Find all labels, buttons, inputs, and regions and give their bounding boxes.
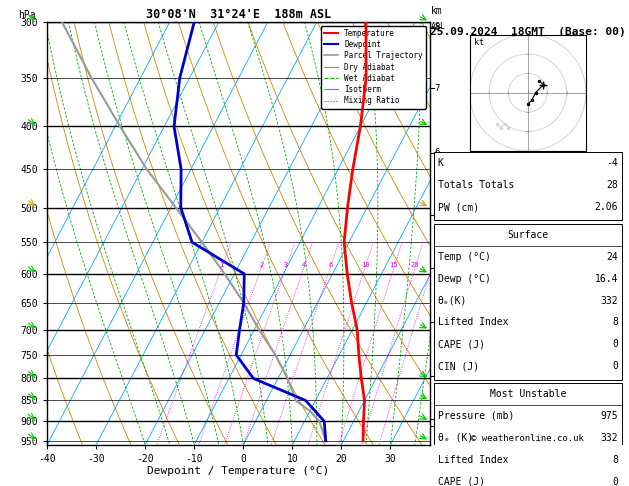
Text: 3: 3 [435, 317, 440, 327]
Text: 8: 8 [435, 23, 440, 33]
Text: 1: 1 [435, 415, 440, 424]
Text: K: K [438, 158, 443, 168]
Text: 975: 975 [601, 411, 618, 421]
Text: 332: 332 [601, 433, 618, 443]
Legend: Temperature, Dewpoint, Parcel Trajectory, Dry Adiabat, Wet Adiabat, Isotherm, Mi: Temperature, Dewpoint, Parcel Trajectory… [321, 26, 426, 108]
Text: Lifted Index: Lifted Index [438, 455, 508, 465]
Text: Lifted Index: Lifted Index [438, 317, 508, 328]
Text: CAPE (J): CAPE (J) [438, 340, 484, 349]
Text: 0: 0 [612, 340, 618, 349]
Text: Totals Totals: Totals Totals [438, 180, 514, 190]
Text: 7: 7 [435, 84, 440, 93]
Text: 5: 5 [435, 210, 440, 219]
Text: 0: 0 [612, 362, 618, 371]
Text: 4: 4 [302, 262, 306, 268]
Text: 332: 332 [601, 295, 618, 306]
Text: hPa: hPa [18, 10, 36, 20]
Text: PW (cm): PW (cm) [438, 202, 479, 212]
Bar [433, 383, 622, 486]
Text: Pressure (mb): Pressure (mb) [438, 411, 514, 421]
Text: Temp (°C): Temp (°C) [438, 252, 491, 261]
Text: 15: 15 [389, 262, 398, 268]
Bar [433, 152, 622, 220]
Text: 6: 6 [435, 148, 440, 157]
Text: ASL: ASL [430, 22, 445, 31]
Text: Surface: Surface [507, 229, 548, 240]
Text: 28: 28 [606, 180, 618, 190]
X-axis label: Dewpoint / Temperature (°C): Dewpoint / Temperature (°C) [147, 467, 330, 476]
Text: Most Unstable: Most Unstable [489, 389, 566, 399]
Text: θₑ(K): θₑ(K) [438, 295, 467, 306]
Text: 8: 8 [612, 317, 618, 328]
Text: 2.06: 2.06 [594, 202, 618, 212]
Text: 2: 2 [259, 262, 264, 268]
Text: km: km [430, 5, 442, 16]
Text: 24: 24 [606, 252, 618, 261]
Text: CAPE (J): CAPE (J) [438, 477, 484, 486]
Text: 16.4: 16.4 [594, 274, 618, 283]
Text: © weatheronline.co.uk: © weatheronline.co.uk [471, 434, 584, 443]
Bar [433, 224, 622, 380]
Text: -4: -4 [606, 158, 618, 168]
Text: 0: 0 [612, 477, 618, 486]
Text: Mixing Ratio (g/kg): Mixing Ratio (g/kg) [468, 252, 477, 354]
Text: CIN (J): CIN (J) [438, 362, 479, 371]
Text: Dewp (°C): Dewp (°C) [438, 274, 491, 283]
Text: 2: 2 [435, 372, 440, 381]
Text: 1: 1 [220, 262, 224, 268]
Text: 10: 10 [361, 262, 369, 268]
Text: 25.09.2024  18GMT  (Base: 00): 25.09.2024 18GMT (Base: 00) [430, 27, 626, 37]
Text: 4: 4 [435, 263, 440, 272]
Text: LCL: LCL [435, 422, 450, 431]
Title: 30°08'N  31°24'E  188m ASL: 30°08'N 31°24'E 188m ASL [146, 8, 331, 21]
Text: 8: 8 [612, 455, 618, 465]
Text: 6: 6 [328, 262, 332, 268]
Text: θₑ (K): θₑ (K) [438, 433, 473, 443]
Text: 20: 20 [411, 262, 420, 268]
Text: 3: 3 [284, 262, 288, 268]
